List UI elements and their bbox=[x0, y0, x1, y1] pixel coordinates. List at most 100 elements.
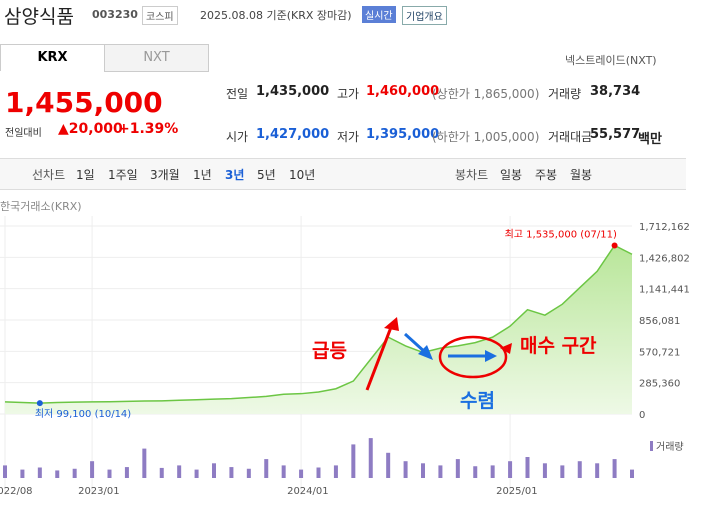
area bbox=[5, 245, 632, 414]
volume-bar bbox=[229, 467, 234, 478]
volume-bar bbox=[333, 465, 338, 478]
stock-code: 003230 bbox=[92, 8, 138, 21]
quote-value: 1,435,000 bbox=[256, 84, 330, 99]
volume-bar bbox=[212, 463, 216, 478]
volume-bar bbox=[351, 444, 356, 478]
quote-extra: (상한가 1,865,000) bbox=[432, 87, 540, 101]
quote-label: 시가 bbox=[226, 130, 249, 144]
period-option[interactable]: 1주일 bbox=[108, 168, 138, 182]
arrow-head bbox=[485, 350, 497, 362]
change-pct: +1.39% bbox=[118, 121, 179, 137]
volume-bar bbox=[490, 465, 495, 478]
volume-bar bbox=[264, 459, 269, 478]
x-tick-label: 2025/01 bbox=[496, 486, 538, 497]
volume-bar bbox=[194, 469, 199, 478]
highlight-ellipse bbox=[438, 335, 508, 379]
volume-bar bbox=[438, 465, 443, 478]
period-bar bbox=[0, 158, 686, 190]
line-label: 선차트 bbox=[32, 168, 66, 182]
y-tick-label: 0 bbox=[639, 410, 645, 421]
y-tick-label: 1,426,802 bbox=[639, 253, 690, 264]
volume-bar bbox=[159, 467, 164, 478]
volume-bar bbox=[177, 465, 182, 478]
volume-bar bbox=[90, 461, 95, 478]
current-price: 1,455,000 bbox=[5, 86, 163, 119]
volume-bar bbox=[421, 463, 425, 478]
volume-bar bbox=[299, 469, 304, 478]
y-tick-label: 1,712,162 bbox=[639, 222, 690, 233]
nxt-link[interactable]: 넥스트레이드(NXT) bbox=[565, 54, 657, 67]
volume-bar bbox=[246, 468, 251, 478]
period-option[interactable]: 1년 bbox=[193, 168, 212, 182]
volume-bar bbox=[612, 459, 617, 478]
arrow-head bbox=[500, 343, 512, 354]
note: 수렴 bbox=[460, 390, 495, 412]
period-option[interactable]: 3개월 bbox=[150, 168, 180, 182]
candle-label: 봉차트 bbox=[455, 168, 489, 182]
quote-label: 거래량 bbox=[548, 87, 582, 101]
candle-option[interactable]: 일봉 bbox=[500, 168, 523, 182]
quote-extra: 백만 bbox=[638, 132, 662, 147]
volume-bar bbox=[107, 469, 112, 478]
quote-label: 저가 bbox=[337, 130, 360, 144]
volume-bar bbox=[542, 463, 547, 478]
y-tick-label: 570,721 bbox=[639, 347, 680, 358]
source: 한국거래소(KRX) bbox=[0, 200, 82, 213]
quote-label: 전일 bbox=[226, 87, 249, 101]
market-badge: 코스피 bbox=[142, 6, 178, 25]
period-option[interactable]: 3년 bbox=[225, 168, 245, 182]
legend-swatch bbox=[650, 441, 653, 451]
volume-bar bbox=[455, 459, 460, 478]
period-option[interactable]: 10년 bbox=[289, 168, 316, 182]
volume-bar bbox=[3, 465, 7, 478]
realtime-button[interactable]: 실시간 bbox=[362, 6, 396, 23]
note: 급등 bbox=[312, 340, 347, 362]
tab[interactable]: NXT bbox=[104, 44, 209, 72]
volume-bar bbox=[525, 457, 530, 478]
period-option[interactable]: 1일 bbox=[76, 168, 95, 182]
date: 2025.08.08 기준(KRX 장마감) bbox=[200, 9, 352, 22]
candle-option[interactable]: 월봉 bbox=[570, 168, 593, 182]
volume-bar bbox=[368, 438, 373, 478]
volume-bar bbox=[37, 467, 42, 478]
volume-bar bbox=[281, 465, 286, 478]
x-tick-label: 2024/01 bbox=[287, 486, 329, 497]
volume-bar bbox=[142, 448, 147, 478]
quote-value: 55,577 bbox=[590, 127, 641, 142]
volume-bar bbox=[630, 469, 634, 478]
volume-bar bbox=[473, 466, 478, 478]
arrow-head bbox=[418, 345, 433, 360]
quote-extra: (하한가 1,005,000) bbox=[432, 130, 540, 144]
quote-value: 1,395,000 bbox=[366, 127, 440, 142]
note: 매수 구간 bbox=[520, 335, 597, 357]
quote-value: 1,460,000 bbox=[366, 84, 440, 99]
line bbox=[4, 244, 633, 404]
volume-bar bbox=[560, 465, 565, 478]
volume-bar bbox=[55, 470, 60, 478]
volume-bar bbox=[595, 463, 600, 478]
volume-bar bbox=[386, 452, 391, 478]
quote-value: 1,427,000 bbox=[256, 127, 330, 142]
company-button[interactable]: 기업개요 bbox=[402, 6, 447, 25]
y-tick-label: 1,141,441 bbox=[639, 285, 690, 296]
volume-bar bbox=[577, 461, 582, 478]
change-label: 전일대비 bbox=[5, 128, 42, 139]
volume-bar bbox=[508, 461, 513, 478]
volume-bar bbox=[72, 468, 77, 478]
candle-option[interactable]: 주봉 bbox=[535, 168, 558, 182]
legend-label: 거래량 bbox=[656, 441, 684, 453]
period-option[interactable]: 5년 bbox=[257, 168, 276, 182]
low-label: 최저 99,100 (10/14) bbox=[35, 408, 131, 420]
quote-label: 고가 bbox=[337, 87, 360, 101]
quote-label: 거래대금 bbox=[548, 130, 593, 144]
high-point bbox=[611, 242, 618, 249]
volume-bar bbox=[316, 467, 321, 478]
arrow bbox=[365, 321, 395, 391]
arrow-head bbox=[384, 317, 399, 331]
volume-bar bbox=[403, 461, 408, 478]
quote-value: 38,734 bbox=[590, 84, 641, 99]
y-tick-label: 856,081 bbox=[639, 316, 680, 327]
